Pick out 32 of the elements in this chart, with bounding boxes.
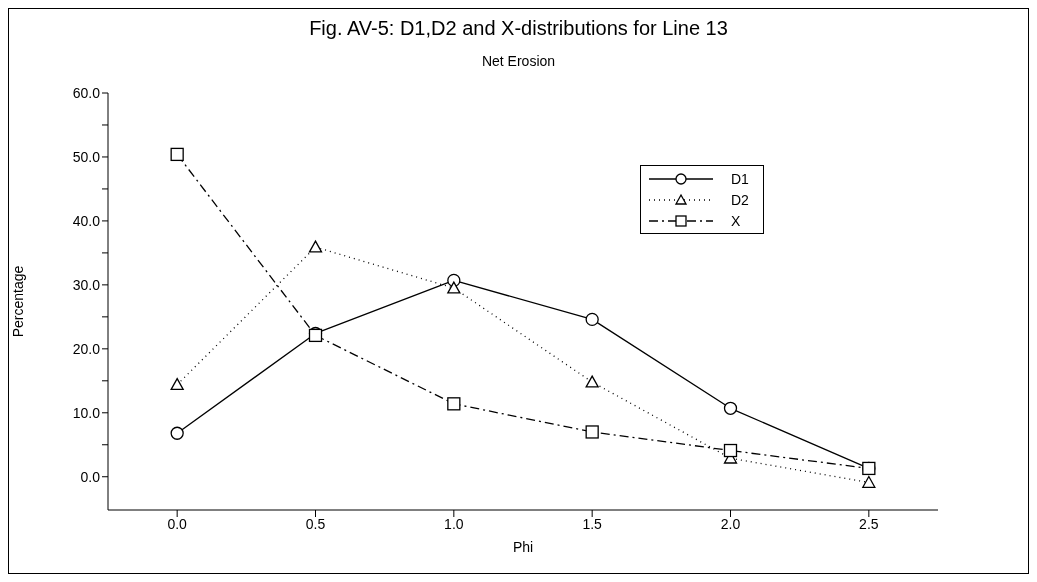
point [447,397,461,411]
y-tick-label: 40.0 [72,212,101,229]
legend-label: D1 [731,170,750,187]
x-tick-label: 1.0 [444,515,464,532]
y-tick-label: 20.0 [72,340,101,357]
x-tick-label: 2.5 [859,515,879,532]
y-tick-label: 60.0 [72,84,101,101]
point [585,425,599,439]
x-tick-label: 0.0 [167,515,188,532]
point [308,240,323,253]
legend-label: X [731,212,742,229]
y-tick-label: 0.0 [80,468,101,485]
x-tick-label: 2.0 [720,515,741,532]
point [170,147,184,162]
legend-label: D2 [731,191,750,208]
x-axis-title: Phi [512,539,534,555]
point [723,401,738,415]
chart-title: Fig. AV-5: D1,D2 and X-distributions for Line 13 [308,17,729,40]
y-tick-label: 10.0 [72,404,101,421]
point [723,443,738,458]
chart-subtitle: Net Erosion [480,53,557,69]
point [862,475,876,488]
point [447,281,461,294]
point [585,375,599,388]
x-tick-label: 0.5 [305,515,326,532]
point [170,377,184,391]
y-tick-label: 30.0 [72,276,101,293]
x-tick-label: 1.5 [582,515,603,532]
y-tick-label: 50.0 [72,148,101,165]
y-axis-title: Percentage [9,265,26,338]
point [170,426,184,440]
point [585,312,599,327]
